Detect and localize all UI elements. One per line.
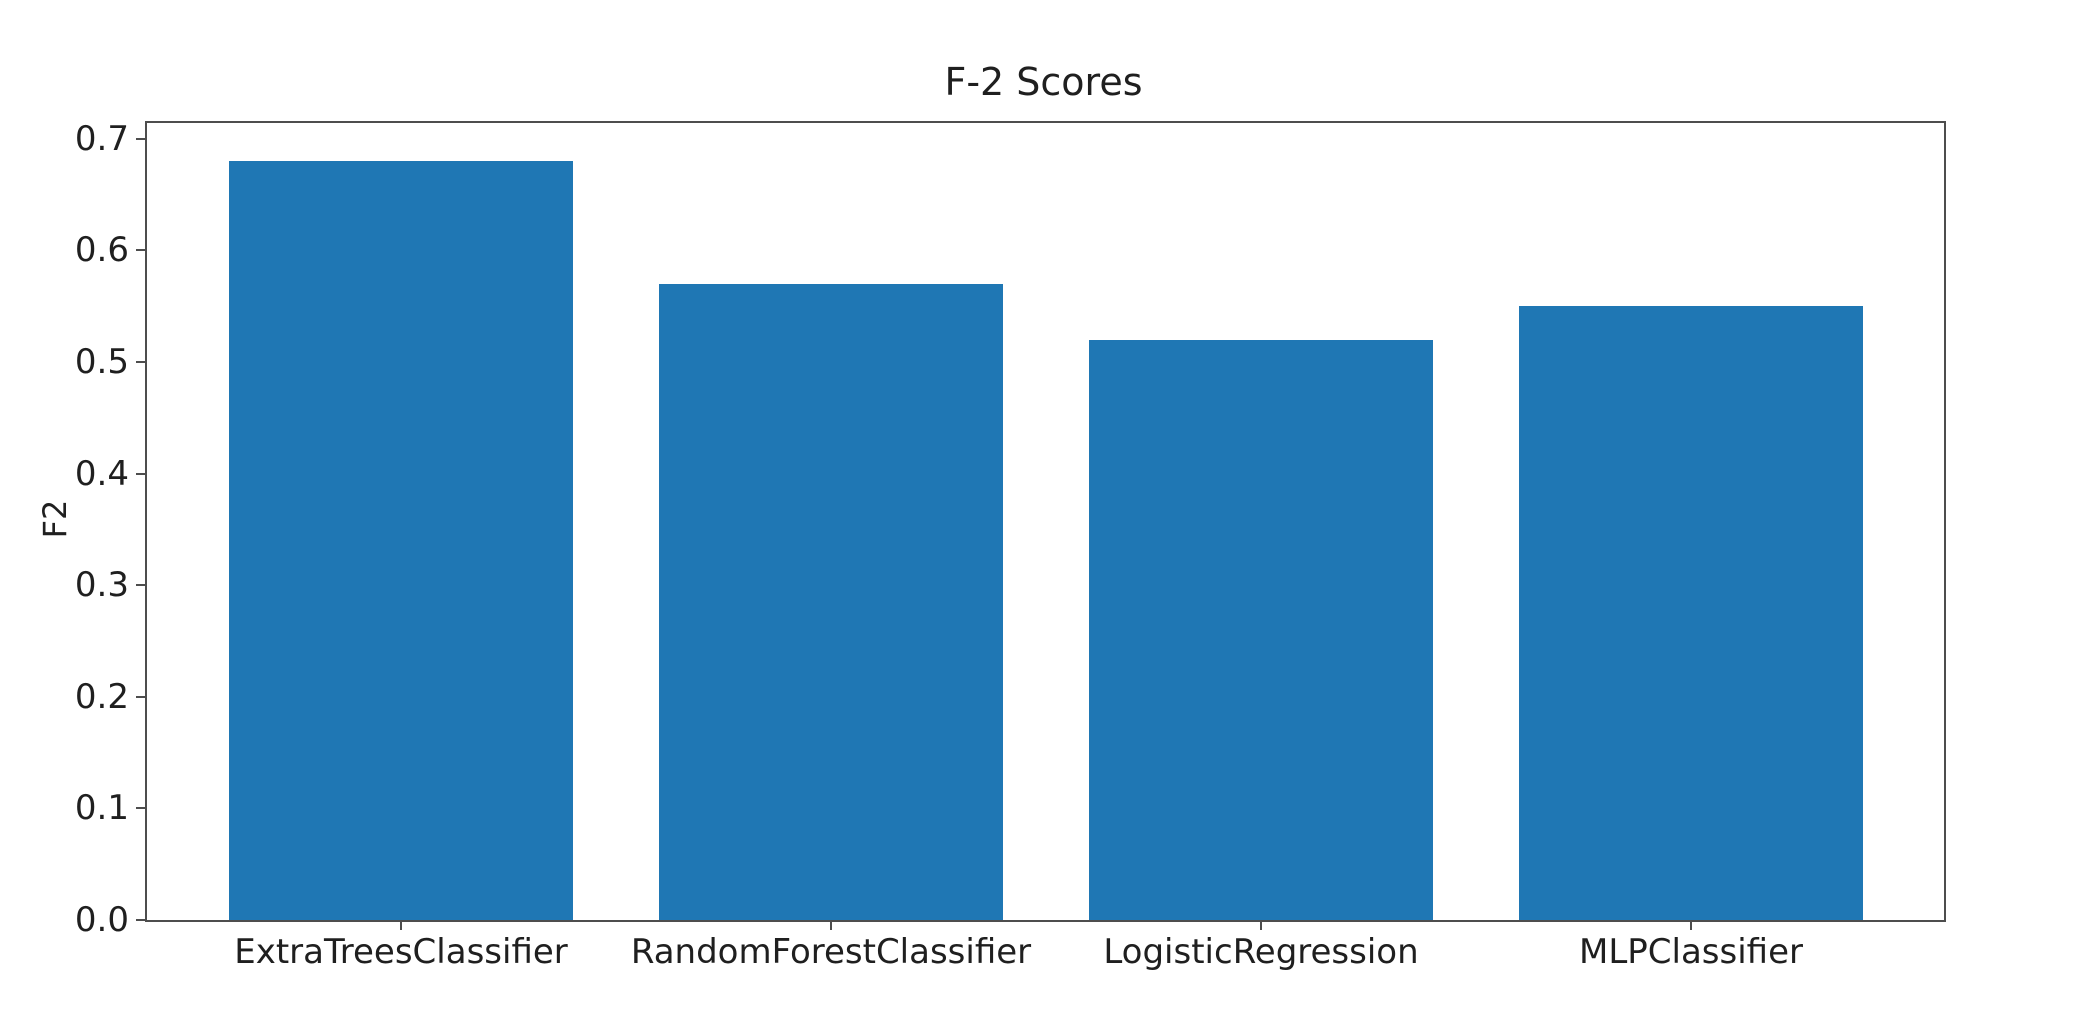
y-tick-label: 0.3 [74, 565, 129, 606]
y-tick-label: 0.6 [74, 230, 129, 271]
bar [229, 160, 573, 920]
y-tick-mark [136, 584, 145, 587]
y-tick-label: 0.7 [74, 118, 129, 159]
y-tick-mark [136, 137, 145, 140]
y-tick-mark [136, 249, 145, 252]
y-tick-label: 0.1 [74, 788, 129, 829]
y-tick-label: 0.4 [74, 453, 129, 494]
x-tick-mark [400, 922, 402, 930]
bar [1519, 306, 1863, 920]
y-tick-mark [136, 472, 145, 475]
y-tick-mark [136, 360, 145, 363]
x-tick-mark [1690, 922, 1692, 930]
y-tick-label: 0.2 [74, 676, 129, 717]
y-tick-mark [136, 807, 145, 810]
y-tick-mark [136, 919, 145, 921]
y-tick-mark [136, 695, 145, 698]
y-axis-label: F2 [36, 499, 74, 539]
x-tick-mark [1260, 922, 1262, 930]
x-tick-mark [830, 922, 832, 930]
bar [1089, 339, 1433, 920]
plot-area: 0.0 0.1 0.2 0.3 0.4 0.5 0.6 0.7 ExtraTreesClassi… [75, 119, 1946, 972]
bar [659, 283, 1003, 920]
y-tick-label: 0.0 [74, 900, 129, 940]
x-tick-label: LogisticRegression [1103, 932, 1419, 972]
x-tick-label: MLPClassifier [1579, 932, 1803, 972]
y-tick-label: 0.5 [74, 341, 129, 382]
chart-title: F-2 Scores [944, 60, 1143, 104]
x-tick-label: RandomForestClassifier [630, 932, 1032, 972]
x-tick-label: ExtraTreesClassifier [234, 932, 568, 972]
